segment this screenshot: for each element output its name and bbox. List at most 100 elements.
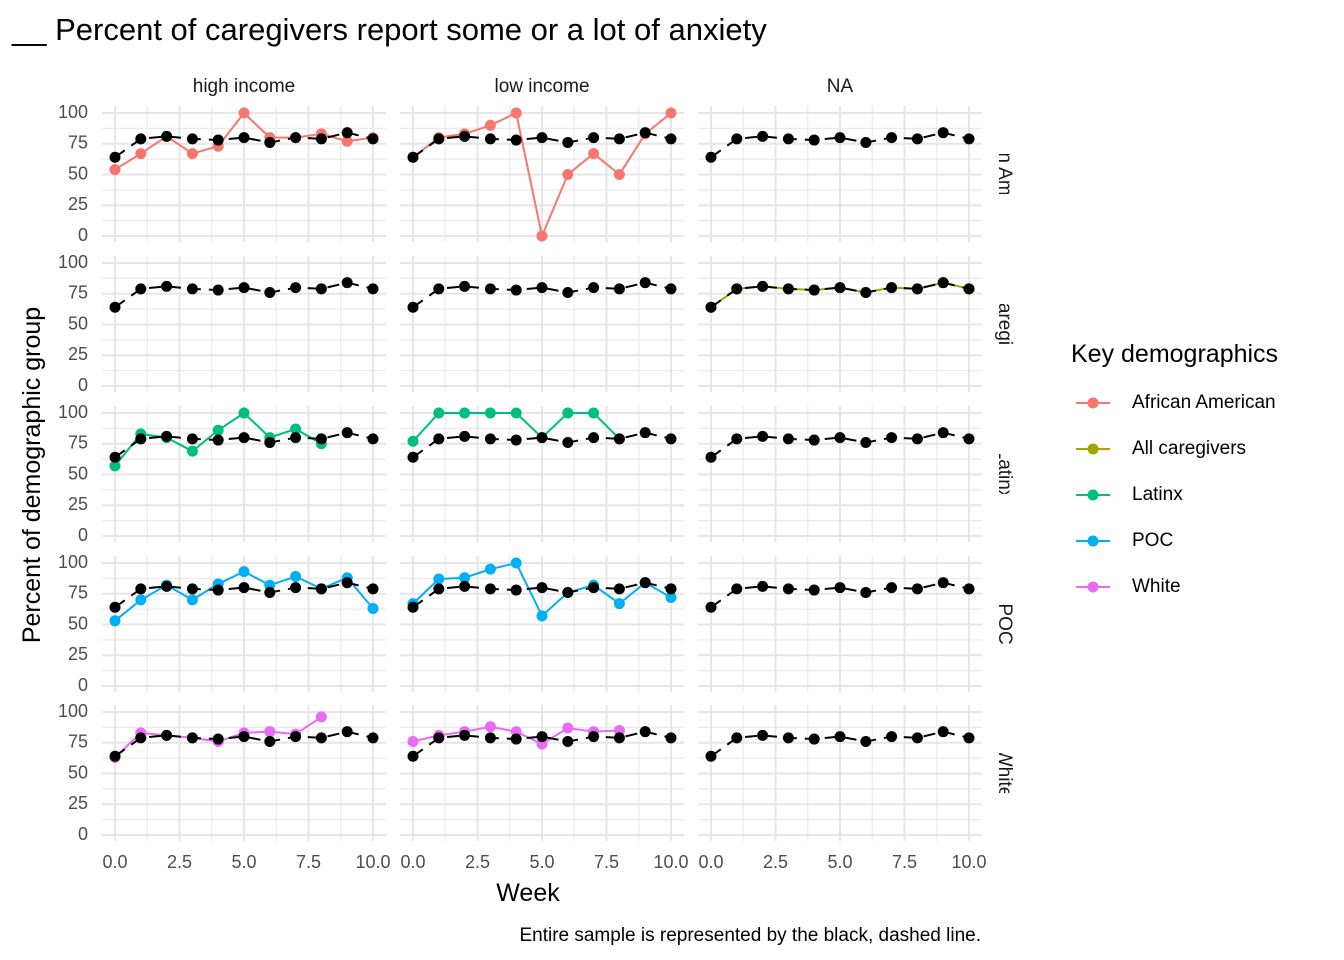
y-tick-label: 25 [68, 644, 88, 664]
reference-point [161, 280, 173, 292]
y-tick-label: 100 [58, 102, 88, 122]
reference-line [412, 281, 672, 309]
reference-point [341, 577, 353, 589]
reference-point [757, 580, 769, 592]
reference-point [757, 130, 769, 142]
reference-point [562, 287, 574, 299]
reference-line [710, 281, 970, 309]
reference-series-r0-c0 [109, 127, 379, 163]
reference-line [412, 431, 672, 459]
reference-point [264, 437, 276, 449]
x-tick-label: 5.0 [827, 852, 852, 872]
reference-point [834, 282, 846, 294]
legend: African American All caregivers Latinx POC W… [1076, 392, 1276, 597]
reference-point [911, 133, 923, 145]
reference-point [407, 151, 419, 163]
reference-point [757, 729, 769, 741]
reference-point [238, 132, 250, 144]
reference-line [710, 730, 970, 758]
reference-point [186, 283, 198, 295]
reference-point [757, 280, 769, 292]
reference-point [808, 284, 820, 296]
reference-series-r4-c2 [705, 726, 975, 762]
reference-point [315, 583, 327, 595]
reference-point [536, 731, 548, 743]
reference-point [186, 133, 198, 145]
reference-point [109, 601, 121, 613]
data-point [459, 407, 471, 419]
reference-point [341, 127, 353, 139]
legend-item-poc: POC [1076, 530, 1173, 551]
x-tick-label: 0.0 [698, 852, 723, 872]
row-strip-label: rican Americ [994, 122, 1015, 227]
legend-key-point [1087, 489, 1099, 501]
reference-point [109, 750, 121, 762]
chart-title: __ Percent of caregivers report some or … [11, 12, 767, 47]
row-strip-label: POC [994, 603, 1015, 644]
x-axis-title: Week [496, 879, 560, 907]
reference-point [963, 732, 975, 744]
data-point [238, 107, 250, 119]
y-tick-label: 50 [68, 762, 88, 782]
reference-point [510, 284, 522, 296]
reference-point [808, 434, 820, 446]
reference-point [290, 282, 302, 294]
data-point [510, 107, 522, 119]
data-point [135, 594, 147, 606]
panel-r0-c0 [102, 106, 386, 242]
y-tick-label: 50 [68, 613, 88, 633]
reference-point [186, 433, 198, 445]
reference-point [937, 277, 949, 289]
reference-line [710, 431, 970, 459]
reference-point [639, 277, 651, 289]
reference-point [484, 583, 496, 595]
reference-line [114, 730, 374, 758]
reference-point [238, 282, 250, 294]
reference-point [315, 433, 327, 445]
data-point [562, 169, 574, 180]
reference-point [731, 433, 743, 445]
x-tick-label: 2.5 [167, 852, 192, 872]
data-point [290, 571, 302, 583]
y-tick-label: 75 [68, 583, 88, 603]
reference-point [639, 726, 651, 738]
reference-point [407, 750, 419, 762]
reference-point [665, 583, 677, 595]
reference-series-r1-c2 [705, 277, 975, 313]
reference-point [963, 433, 975, 445]
legend-key-point [1087, 581, 1099, 593]
reference-point [433, 433, 445, 445]
row-strip-label: White [994, 749, 1015, 798]
reference-point [911, 433, 923, 445]
reference-point [834, 432, 846, 444]
x-tick-label: 0.0 [102, 852, 127, 872]
y-tick-label: 0 [78, 525, 88, 545]
panel-r3-c0 [102, 556, 386, 692]
panel-r0-c2 [698, 106, 982, 242]
data-point [510, 407, 522, 419]
data-point [186, 148, 198, 160]
reference-point [510, 134, 522, 146]
y-tick-label: 50 [68, 313, 88, 333]
reference-point [588, 731, 600, 743]
reference-point [562, 736, 574, 748]
x-tick-label: 5.0 [231, 852, 256, 872]
reference-point [860, 587, 872, 599]
x-tick-label: 10.0 [355, 852, 390, 872]
x-tick-label: 0.0 [400, 852, 425, 872]
reference-point [484, 433, 496, 445]
data-point [536, 230, 548, 242]
reference-line [710, 131, 970, 159]
data-point [459, 572, 471, 584]
reference-line [412, 730, 672, 758]
y-tick-label: 75 [68, 133, 88, 153]
reference-point [886, 731, 898, 743]
reference-series-r3-c0 [109, 577, 379, 613]
data-point [665, 591, 677, 603]
data-point [588, 407, 600, 419]
data-point [109, 460, 121, 472]
reference-point [367, 283, 379, 295]
x-tick-label: 2.5 [465, 852, 490, 872]
reference-point [135, 732, 147, 744]
reference-point [367, 433, 379, 445]
